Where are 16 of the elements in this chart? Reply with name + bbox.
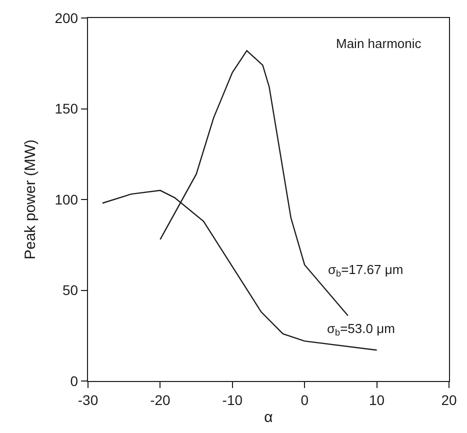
y-tick-label: 200 <box>54 10 78 26</box>
x-axis-title: α <box>264 408 274 426</box>
x-tick-label: -30 <box>78 392 98 408</box>
x-tick-label: 0 <box>300 392 309 408</box>
annotation: Main harmonic <box>336 36 422 51</box>
series-label: σ$_{b}$=17.67 μm <box>328 262 404 279</box>
y-axis-title: Peak power (MW) <box>22 139 39 260</box>
y-tick-label: 150 <box>54 100 78 117</box>
x-tick-label: 10 <box>369 392 385 408</box>
y-tick-label: 50 <box>62 282 78 298</box>
y-tick-label: 0 <box>70 372 78 389</box>
series-label: σ$_{b}$=53.0 μm <box>327 321 395 338</box>
y-tick-label: 100 <box>54 191 78 208</box>
x-tick-label: -10 <box>222 392 243 408</box>
x-tick-label: 20 <box>441 392 457 408</box>
x-tick-label: -20 <box>150 392 171 408</box>
